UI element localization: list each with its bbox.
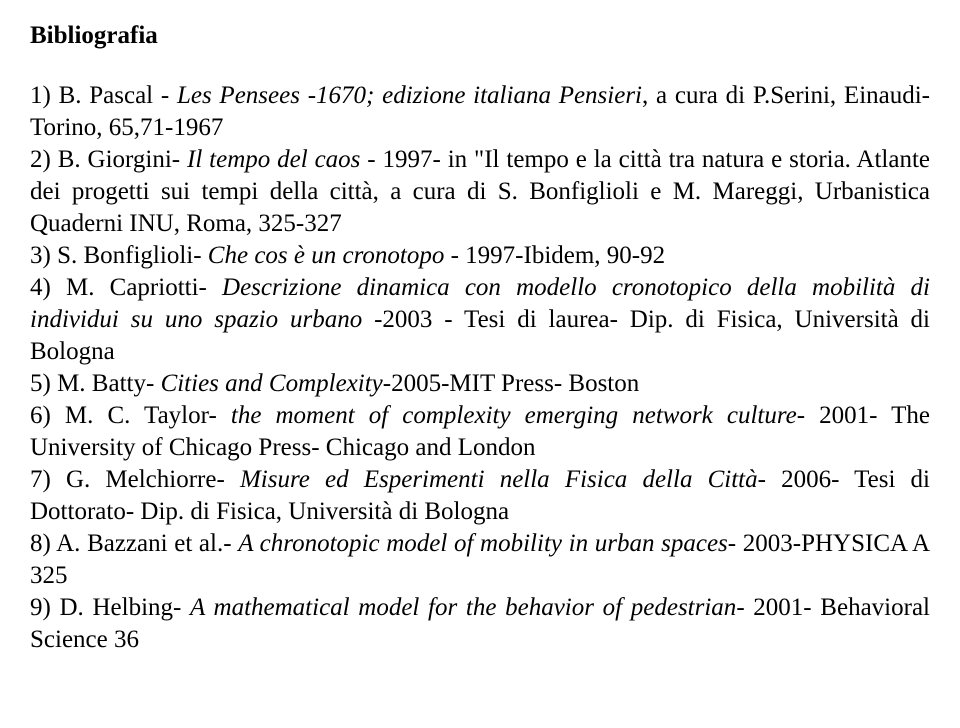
entry-title: A chronotopic model of mobility in urban… bbox=[238, 530, 728, 557]
entry-title: A mathematical model for the behavior of… bbox=[190, 594, 736, 621]
bib-entry-2: 2) B. Giorgini- Il tempo del caos - 1997… bbox=[30, 144, 930, 240]
bib-entry-3: 3) S. Bonfiglioli- Che cos è un cronotop… bbox=[30, 240, 930, 272]
entry-num: 2 bbox=[30, 146, 43, 173]
entry-author: M. Capriotti bbox=[66, 274, 199, 301]
entry-title: Misure ed Esperimenti nella Fisica della… bbox=[240, 466, 758, 493]
entry-num: 6 bbox=[30, 402, 43, 429]
entry-author: B. Pascal bbox=[59, 82, 154, 109]
bib-entry-5: 5) M. Batty- Cities and Complexity-2005-… bbox=[30, 368, 930, 400]
entry-title: Che cos è un cronotopo bbox=[208, 242, 445, 269]
entry-num: 7 bbox=[30, 466, 43, 493]
entry-author: B. Giorgini bbox=[58, 146, 172, 173]
bib-entry-9: 9) D. Helbing- A mathematical model for … bbox=[30, 592, 930, 656]
entry-num: 3 bbox=[30, 242, 43, 269]
bib-entry-8: 8) A. Bazzani et al.- A chronotopic mode… bbox=[30, 528, 930, 592]
entry-author: M. Batty bbox=[57, 370, 146, 397]
bib-entry-7: 7) G. Melchiorre- Misure ed Esperimenti … bbox=[30, 464, 930, 528]
entry-title: Les Pensees -1670; edizione italiana Pen… bbox=[177, 82, 642, 109]
entry-author: S. Bonfiglioli bbox=[57, 242, 193, 269]
entry-num: 5 bbox=[30, 370, 43, 397]
entry-num: 9 bbox=[30, 594, 43, 621]
entry-num: 8 bbox=[30, 530, 43, 557]
entry-author: M. C. Taylor bbox=[65, 402, 209, 429]
entry-author: D. Helbing bbox=[60, 594, 174, 621]
entry-title: Cities and Complexity bbox=[161, 370, 383, 397]
entry-rest: -2005-MIT Press- Boston bbox=[383, 370, 639, 397]
entry-author: A. Bazzani et al. bbox=[56, 530, 223, 557]
bib-entry-4: 4) M. Capriotti- Descrizione dinamica co… bbox=[30, 272, 930, 368]
entry-author: G. Melchiorre bbox=[66, 466, 217, 493]
bib-entry-6: 6) M. C. Taylor- the moment of complexit… bbox=[30, 400, 930, 464]
entry-rest: - 1997-Ibidem, 90-92 bbox=[444, 242, 665, 269]
entry-num: 4 bbox=[30, 274, 43, 301]
bib-entry-1: 1) B. Pascal - Les Pensees -1670; edizio… bbox=[30, 80, 930, 144]
entry-title: the moment of complexity emerging networ… bbox=[231, 402, 797, 429]
entry-num: 1 bbox=[30, 82, 43, 109]
bibliography-page: Bibliografia 1) B. Pascal - Les Pensees … bbox=[0, 0, 960, 656]
page-title: Bibliografia bbox=[30, 20, 930, 52]
entry-title: Il tempo del caos bbox=[187, 146, 360, 173]
